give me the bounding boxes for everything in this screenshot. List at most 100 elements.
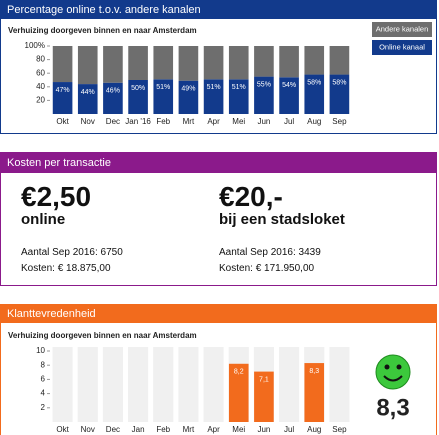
bar (228, 79, 249, 114)
x-tick-label: Jul (284, 117, 294, 126)
x-tick-label: Apr (207, 117, 220, 126)
cost-count: Aantal Sep 2016: 3439 (219, 247, 321, 258)
value-label: 50% (131, 85, 145, 92)
cost-total: Kosten: € 171.950,00 (219, 263, 315, 274)
bar (279, 46, 299, 78)
y-tick-label: 40 (36, 82, 45, 91)
value-label: 55% (257, 81, 271, 88)
y-tick-label: 10 (36, 346, 45, 355)
bar (77, 84, 98, 114)
column-bg (77, 347, 98, 422)
y-tick-label: 8 (41, 360, 46, 369)
value-label: 54% (282, 82, 296, 89)
bar (329, 74, 350, 114)
cost-label: online (21, 211, 66, 228)
bar (304, 74, 325, 114)
bar (128, 46, 148, 80)
bar (254, 46, 274, 77)
bar (304, 46, 325, 75)
y-tick-label: 60 (36, 68, 45, 77)
cost-label: bij een stadsloket (219, 211, 345, 228)
column-bg (329, 347, 350, 422)
x-tick-label: Aug (307, 425, 321, 434)
x-tick-label: Okt (56, 117, 69, 126)
score: 8,3 (376, 394, 409, 421)
bar (153, 79, 174, 114)
column-bg (279, 347, 300, 422)
chart-subtitle: Verhuizing doorgeven binnen en naar Amst… (8, 331, 197, 340)
column-bg (52, 347, 73, 422)
bar (279, 77, 299, 114)
column-bg (128, 347, 149, 422)
bar (52, 46, 73, 83)
bar (203, 79, 224, 114)
bar (254, 371, 274, 422)
value-label: 8,2 (234, 369, 244, 376)
bar (103, 82, 123, 114)
bar (178, 46, 199, 81)
bar (153, 46, 174, 80)
panel-title: Kosten per transactie (1, 153, 436, 173)
x-tick-label: Jan '16 (125, 117, 151, 126)
smiley-eye (396, 364, 402, 370)
cost-total: Kosten: € 18.875,00 (21, 263, 111, 274)
value-label: 47% (56, 87, 70, 94)
smiley-mouth (383, 375, 403, 382)
value-label: 46% (106, 88, 120, 95)
y-tick-label: 4 (41, 389, 46, 398)
legend-label: Andere kanalen (376, 24, 429, 33)
bar (52, 82, 73, 114)
panel: Percentage online t.o.v. andere kanalen (0, 0, 437, 134)
x-tick-label: Jul (284, 425, 294, 434)
bar (254, 76, 274, 114)
x-tick-label: Sep (332, 425, 347, 434)
value-label: 58% (332, 79, 346, 86)
column-bg (178, 347, 199, 422)
x-tick-label: Aug (307, 117, 321, 126)
bar (77, 46, 98, 85)
y-tick-label: 6 (41, 375, 46, 384)
bar (304, 363, 325, 422)
smiley (375, 354, 411, 390)
y-tick-label: 20 (36, 96, 45, 105)
x-tick-label: Okt (56, 425, 69, 434)
column-bg (102, 347, 123, 422)
value-label: 58% (307, 79, 321, 86)
x-tick-label: Mrt (183, 117, 195, 126)
bar (329, 46, 350, 75)
legend-swatch (372, 22, 432, 37)
y-tick-label: 80 (36, 55, 45, 64)
value-label: 44% (81, 89, 95, 96)
x-tick-label: Feb (156, 425, 170, 434)
cost-amount: €2,50 (21, 181, 92, 212)
x-tick-label: Dec (106, 117, 120, 126)
panel-title: Klanttevredenheid (1, 305, 436, 323)
panel: Klanttevredenheid (0, 304, 437, 435)
x-tick-label: Mrt (183, 425, 195, 434)
x-tick-label: Nov (81, 117, 95, 126)
x-tick-label: Sep (332, 117, 347, 126)
panel: Kosten per transactie €2,50 online Aanta… (0, 152, 437, 286)
bar (128, 80, 148, 114)
value-label: 51% (207, 84, 221, 91)
x-tick-label: Mei (232, 117, 245, 126)
cost-count: Aantal Sep 2016: 6750 (21, 247, 123, 258)
bar (103, 46, 123, 83)
bar (228, 46, 249, 80)
x-tick-label: Jun (257, 117, 270, 126)
x-tick-label: Feb (156, 117, 170, 126)
x-tick-label: Nov (81, 425, 95, 434)
legend-label: Online kanaal (379, 42, 425, 51)
panel-title: Percentage online t.o.v. andere kanalen (1, 1, 436, 19)
value-label: 7,1 (259, 376, 269, 383)
x-tick-label: Jan (132, 425, 145, 434)
value-label: 51% (156, 84, 170, 91)
bar (228, 363, 249, 422)
value-label: 49% (181, 86, 195, 93)
y-tick-label: 100% (25, 41, 45, 50)
x-tick-label: Jun (257, 425, 270, 434)
column-bg (203, 347, 224, 422)
x-tick-label: Apr (207, 425, 220, 434)
y-tick-label: 2 (41, 403, 46, 412)
column-bg (153, 347, 174, 422)
